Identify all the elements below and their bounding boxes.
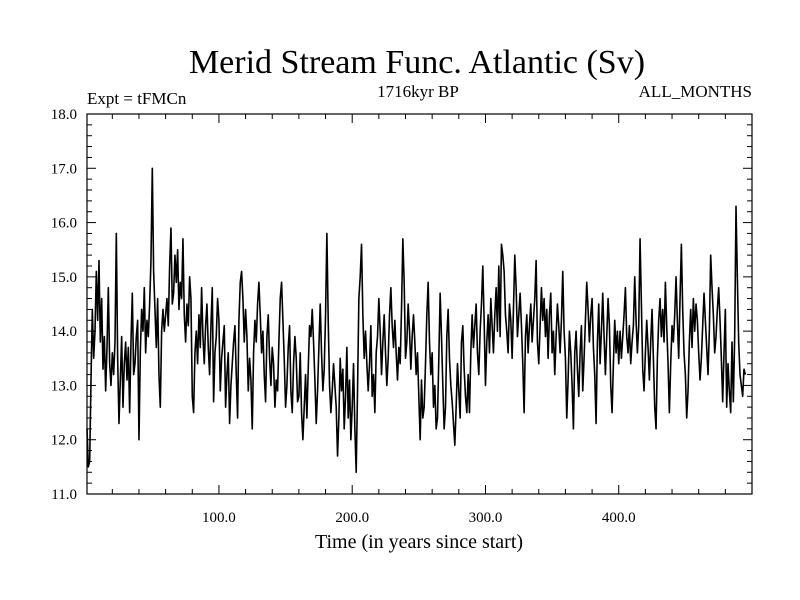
y-tick-label: 16.0	[51, 216, 77, 232]
plot-frame	[86, 113, 753, 495]
series-line-tfmcn	[86, 167, 747, 474]
months-label: ALL_MONTHS	[639, 82, 752, 101]
y-tick-label: 14.0	[51, 324, 77, 340]
period-label: 1716kyr BP	[377, 82, 459, 101]
y-tick-label: 13.0	[51, 378, 77, 394]
x-tick-label: 400.0	[602, 510, 636, 526]
y-tick-label: 15.0	[51, 270, 77, 286]
experiment-label: Expt = tFMCn	[87, 89, 187, 108]
x-axis-label: Time (in years since start)	[315, 531, 523, 553]
y-tick-label: 12.0	[51, 433, 77, 449]
y-tick-label: 11.0	[51, 487, 77, 503]
chart-title: Merid Stream Func. Atlantic (Sv)	[189, 44, 645, 81]
x-tick-label: 200.0	[335, 510, 369, 526]
x-tick-label: 100.0	[202, 510, 236, 526]
y-tick-label: 17.0	[51, 161, 77, 177]
x-axis: 100.0 200.0 300.0 400.0	[111, 114, 726, 526]
y-axis: 11.0 12.0 13.0 14.0 15.0 16.0 17.0 18.0	[51, 107, 752, 503]
x-tick-label: 300.0	[469, 510, 503, 526]
y-tick-label: 18.0	[51, 107, 77, 123]
